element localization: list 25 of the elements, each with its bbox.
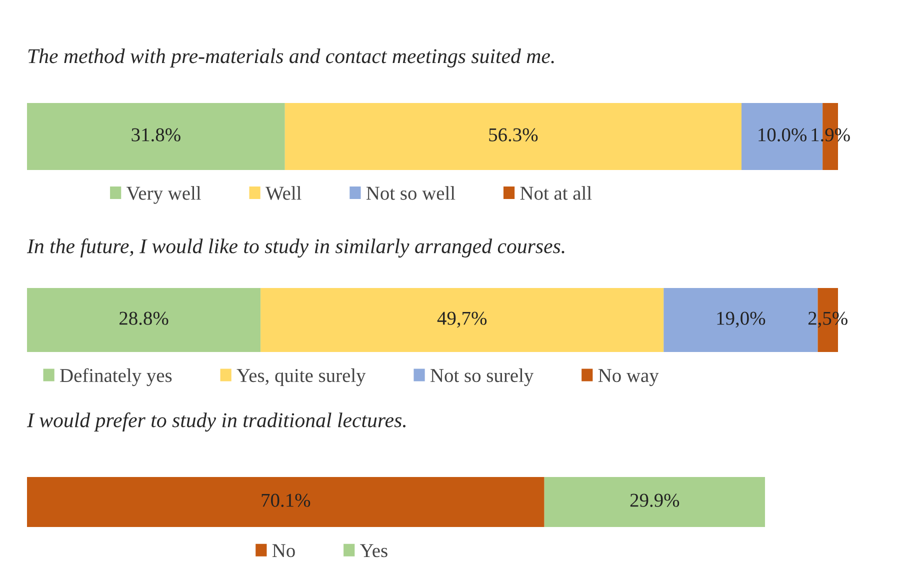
data-label: 49,7% [437, 312, 487, 328]
data-label: 29.9% [630, 494, 680, 507]
legend-label: No way [598, 369, 659, 386]
chart-title: I would prefer to study in traditional lectures. [26, 412, 406, 432]
chart-title: The method with pre-materials and contact meetings suited me. [28, 48, 554, 68]
bar [260, 288, 664, 352]
legend-label: Not so well [366, 186, 456, 200]
legend-label: Yes, quite surely [236, 368, 366, 386]
legend-label: Not so surely [430, 368, 534, 386]
legend-label: Yes [360, 544, 388, 558]
bar [27, 103, 285, 170]
legend-label: Not at all [520, 186, 592, 200]
legend-label: Very well [126, 186, 201, 204]
data-label: 10.0% [758, 128, 806, 142]
data-label: 28.8% [120, 312, 168, 325]
chart-title: In the future, I would like to study in similarly arranged courses. [26, 238, 564, 258]
bar [27, 288, 261, 352]
bar [284, 103, 742, 170]
data-label: 70.1% [262, 494, 310, 507]
data-label: 19,0% [717, 312, 766, 328]
legend-label: No [272, 544, 295, 558]
legend-label: Definately yes [60, 368, 172, 386]
data-label: 31.8% [132, 128, 180, 142]
data-label: 56.3% [489, 128, 538, 142]
legend-label: Well [266, 186, 302, 200]
